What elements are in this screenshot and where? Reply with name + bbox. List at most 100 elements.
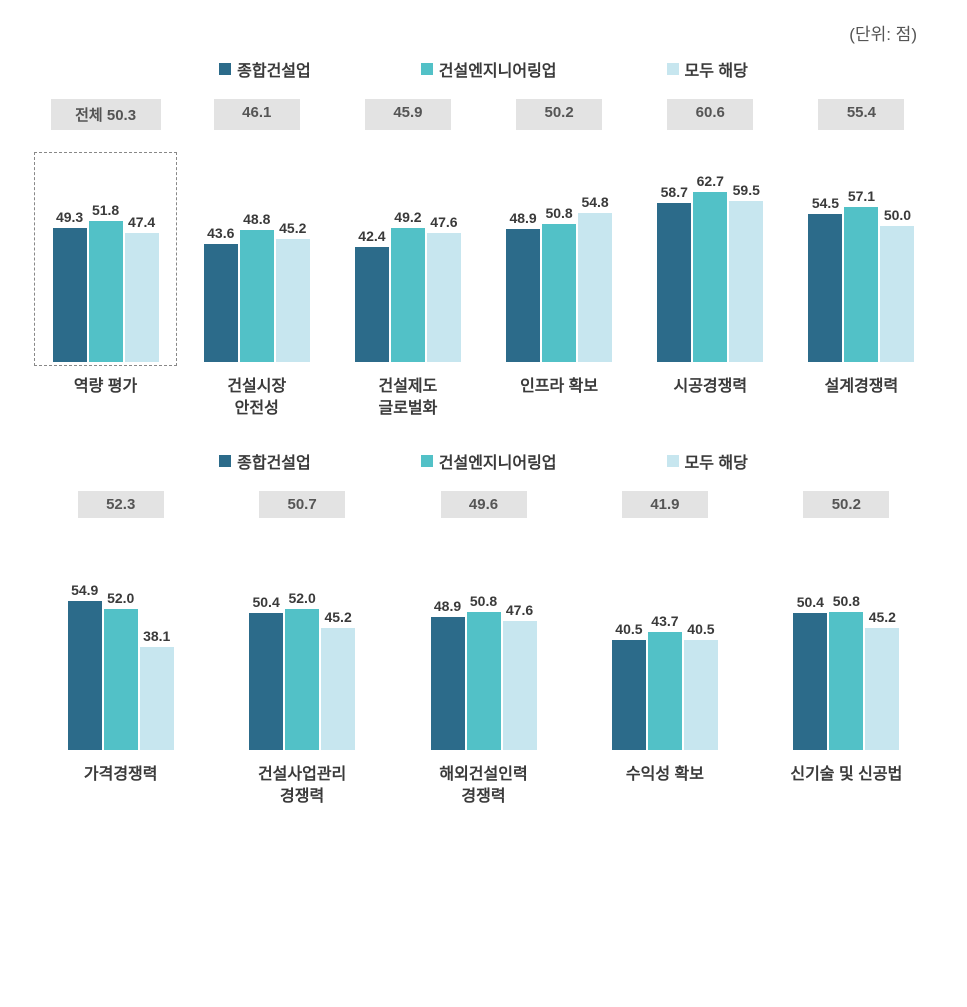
x-axis-label: 건설시장안전성 bbox=[181, 370, 332, 419]
bar-group: 42.4 49.247.6 bbox=[332, 172, 483, 362]
bar-group: 40.543.740.5 bbox=[574, 560, 755, 750]
legend-swatch bbox=[421, 63, 433, 75]
bar-wrap: 48.9 bbox=[431, 598, 465, 750]
bar-wrap: 47.6 bbox=[503, 602, 537, 750]
legend-item: 모두 해당 bbox=[667, 449, 748, 473]
x-axis-label: 시공경쟁력 bbox=[635, 370, 786, 419]
bar-value-label: 50.4 bbox=[797, 594, 824, 610]
bar-value-label: 43.6 bbox=[207, 225, 234, 241]
total-badge: 45.9 bbox=[365, 99, 451, 130]
legend: 종합건설업 건설엔지니어링업 모두 해당 bbox=[30, 57, 937, 81]
bar bbox=[249, 613, 283, 750]
legend-swatch bbox=[219, 455, 231, 467]
bars: 48.950.847.6 bbox=[423, 560, 545, 750]
bar-wrap: 45.2 bbox=[321, 609, 355, 751]
total-badge: 60.6 bbox=[667, 99, 753, 130]
bar-value-label: 40.5 bbox=[687, 621, 714, 637]
x-axis-label: 건설사업관리경쟁력 bbox=[211, 758, 392, 807]
total-slot: 전체 50.3 bbox=[30, 99, 181, 130]
total-slot: 50.2 bbox=[484, 99, 635, 130]
bar bbox=[431, 617, 465, 750]
bar-wrap: 47.6 bbox=[427, 214, 461, 362]
legend: 종합건설업건설엔지니어링업모두 해당 bbox=[30, 449, 937, 473]
xlabels-row: 가격경쟁력건설사업관리경쟁력해외건설인력경쟁력수익성 확보신기술 및 신공법 bbox=[30, 758, 937, 807]
bar-wrap: 50.0 bbox=[880, 207, 914, 362]
unit-label: (단위: 점) bbox=[30, 20, 937, 45]
bar-wrap: 48.8 bbox=[240, 211, 274, 362]
bar-wrap: 50.4 bbox=[793, 594, 827, 750]
bar bbox=[355, 247, 389, 362]
legend-item: 종합건설업 bbox=[219, 57, 311, 81]
bars: 50.4 52.045.2 bbox=[241, 560, 363, 750]
bar-wrap: 43.6 bbox=[204, 225, 238, 362]
bar bbox=[204, 244, 238, 362]
bar-wrap: 62.7 bbox=[693, 173, 727, 362]
total-badge: 50.2 bbox=[516, 99, 602, 130]
total-slot: 49.6 bbox=[393, 491, 574, 518]
bar-value-label: 40.5 bbox=[615, 621, 642, 637]
total-badge: 41.9 bbox=[622, 491, 708, 518]
bar-wrap: 38.1 bbox=[140, 628, 174, 750]
bars: 40.543.740.5 bbox=[604, 560, 726, 750]
bar bbox=[427, 233, 461, 362]
bar-wrap: 58.7 bbox=[657, 184, 691, 362]
bar bbox=[125, 233, 159, 362]
bar-value-label: 50.8 bbox=[545, 205, 572, 221]
bars: 58.7 62.7 59.5 bbox=[649, 172, 771, 362]
bars: 54.952.038.1 bbox=[60, 560, 182, 750]
bar-value-label: 42.4 bbox=[358, 228, 385, 244]
bar-value-label: 48.9 bbox=[509, 210, 536, 226]
bar bbox=[53, 228, 87, 362]
bar bbox=[89, 221, 123, 362]
legend-label: 건설엔지니어링업 bbox=[439, 57, 557, 81]
bar-value-label: 62.7 bbox=[697, 173, 724, 189]
legend-item: 모두 해당 bbox=[667, 57, 748, 81]
bars-row: 54.952.038.150.452.045.248.950.847.640.5… bbox=[30, 540, 937, 750]
bar-wrap: 49.2 bbox=[391, 209, 425, 362]
bar-wrap: 47.4 bbox=[125, 214, 159, 362]
legend-label: 모두 해당 bbox=[685, 449, 748, 473]
bar-wrap: 45.2 bbox=[276, 220, 310, 362]
bar bbox=[865, 628, 899, 751]
bar bbox=[542, 224, 576, 362]
bar-value-label: 50.0 bbox=[884, 207, 911, 223]
legend-label: 모두 해당 bbox=[685, 57, 748, 81]
bar-wrap: 54.9 bbox=[68, 582, 102, 750]
legend-item: 종합건설업 bbox=[219, 449, 311, 473]
total-badge: 50.2 bbox=[803, 491, 889, 518]
bar-value-label: 54.8 bbox=[581, 194, 608, 210]
bar-value-label: 54.9 bbox=[71, 582, 98, 598]
x-axis-label: 가격경쟁력 bbox=[30, 758, 211, 807]
bar bbox=[391, 228, 425, 362]
total-slot: 52.3 bbox=[30, 491, 211, 518]
bars-row: 49.351.847.4 43.6 48.8 45.2 42.4 49.247.6 48.9… bbox=[30, 152, 937, 362]
bar bbox=[140, 647, 174, 750]
bar bbox=[104, 609, 138, 750]
x-axis-label: 신기술 및 신공법 bbox=[756, 758, 937, 807]
bar-value-label: 57.1 bbox=[848, 188, 875, 204]
bar-wrap: 52.0 bbox=[285, 590, 319, 750]
bars: 49.351.847.4 bbox=[45, 172, 167, 362]
bar-group: 49.351.847.4 bbox=[30, 172, 181, 362]
bar-wrap: 50.8 bbox=[467, 593, 501, 750]
bar-value-label: 45.2 bbox=[279, 220, 306, 236]
x-axis-label: 설계경쟁력 bbox=[786, 370, 937, 419]
bars: 43.6 48.8 45.2 bbox=[196, 172, 318, 362]
bar-wrap: 59.5 bbox=[729, 182, 763, 363]
x-axis-label: 역량 평가 bbox=[30, 370, 181, 419]
bar-value-label: 50.4 bbox=[252, 594, 279, 610]
totals-row: 52.350.749.6 41.9 50.2 bbox=[30, 491, 937, 518]
legend-label: 종합건설업 bbox=[237, 57, 311, 81]
bar-value-label: 48.8 bbox=[243, 211, 270, 227]
bar-value-label: 49.3 bbox=[56, 209, 83, 225]
bar-value-label: 45.2 bbox=[869, 609, 896, 625]
bars: 42.4 49.247.6 bbox=[347, 172, 469, 362]
bar-value-label: 47.4 bbox=[128, 214, 155, 230]
bar-wrap: 48.9 bbox=[506, 210, 540, 362]
total-badge: 55.4 bbox=[818, 99, 904, 130]
x-axis-label: 건설제도글로벌화 bbox=[332, 370, 483, 419]
bar-value-label: 54.5 bbox=[812, 195, 839, 211]
total-slot: 50.7 bbox=[211, 491, 392, 518]
bar bbox=[648, 632, 682, 751]
total-slot: 46.1 bbox=[181, 99, 332, 130]
